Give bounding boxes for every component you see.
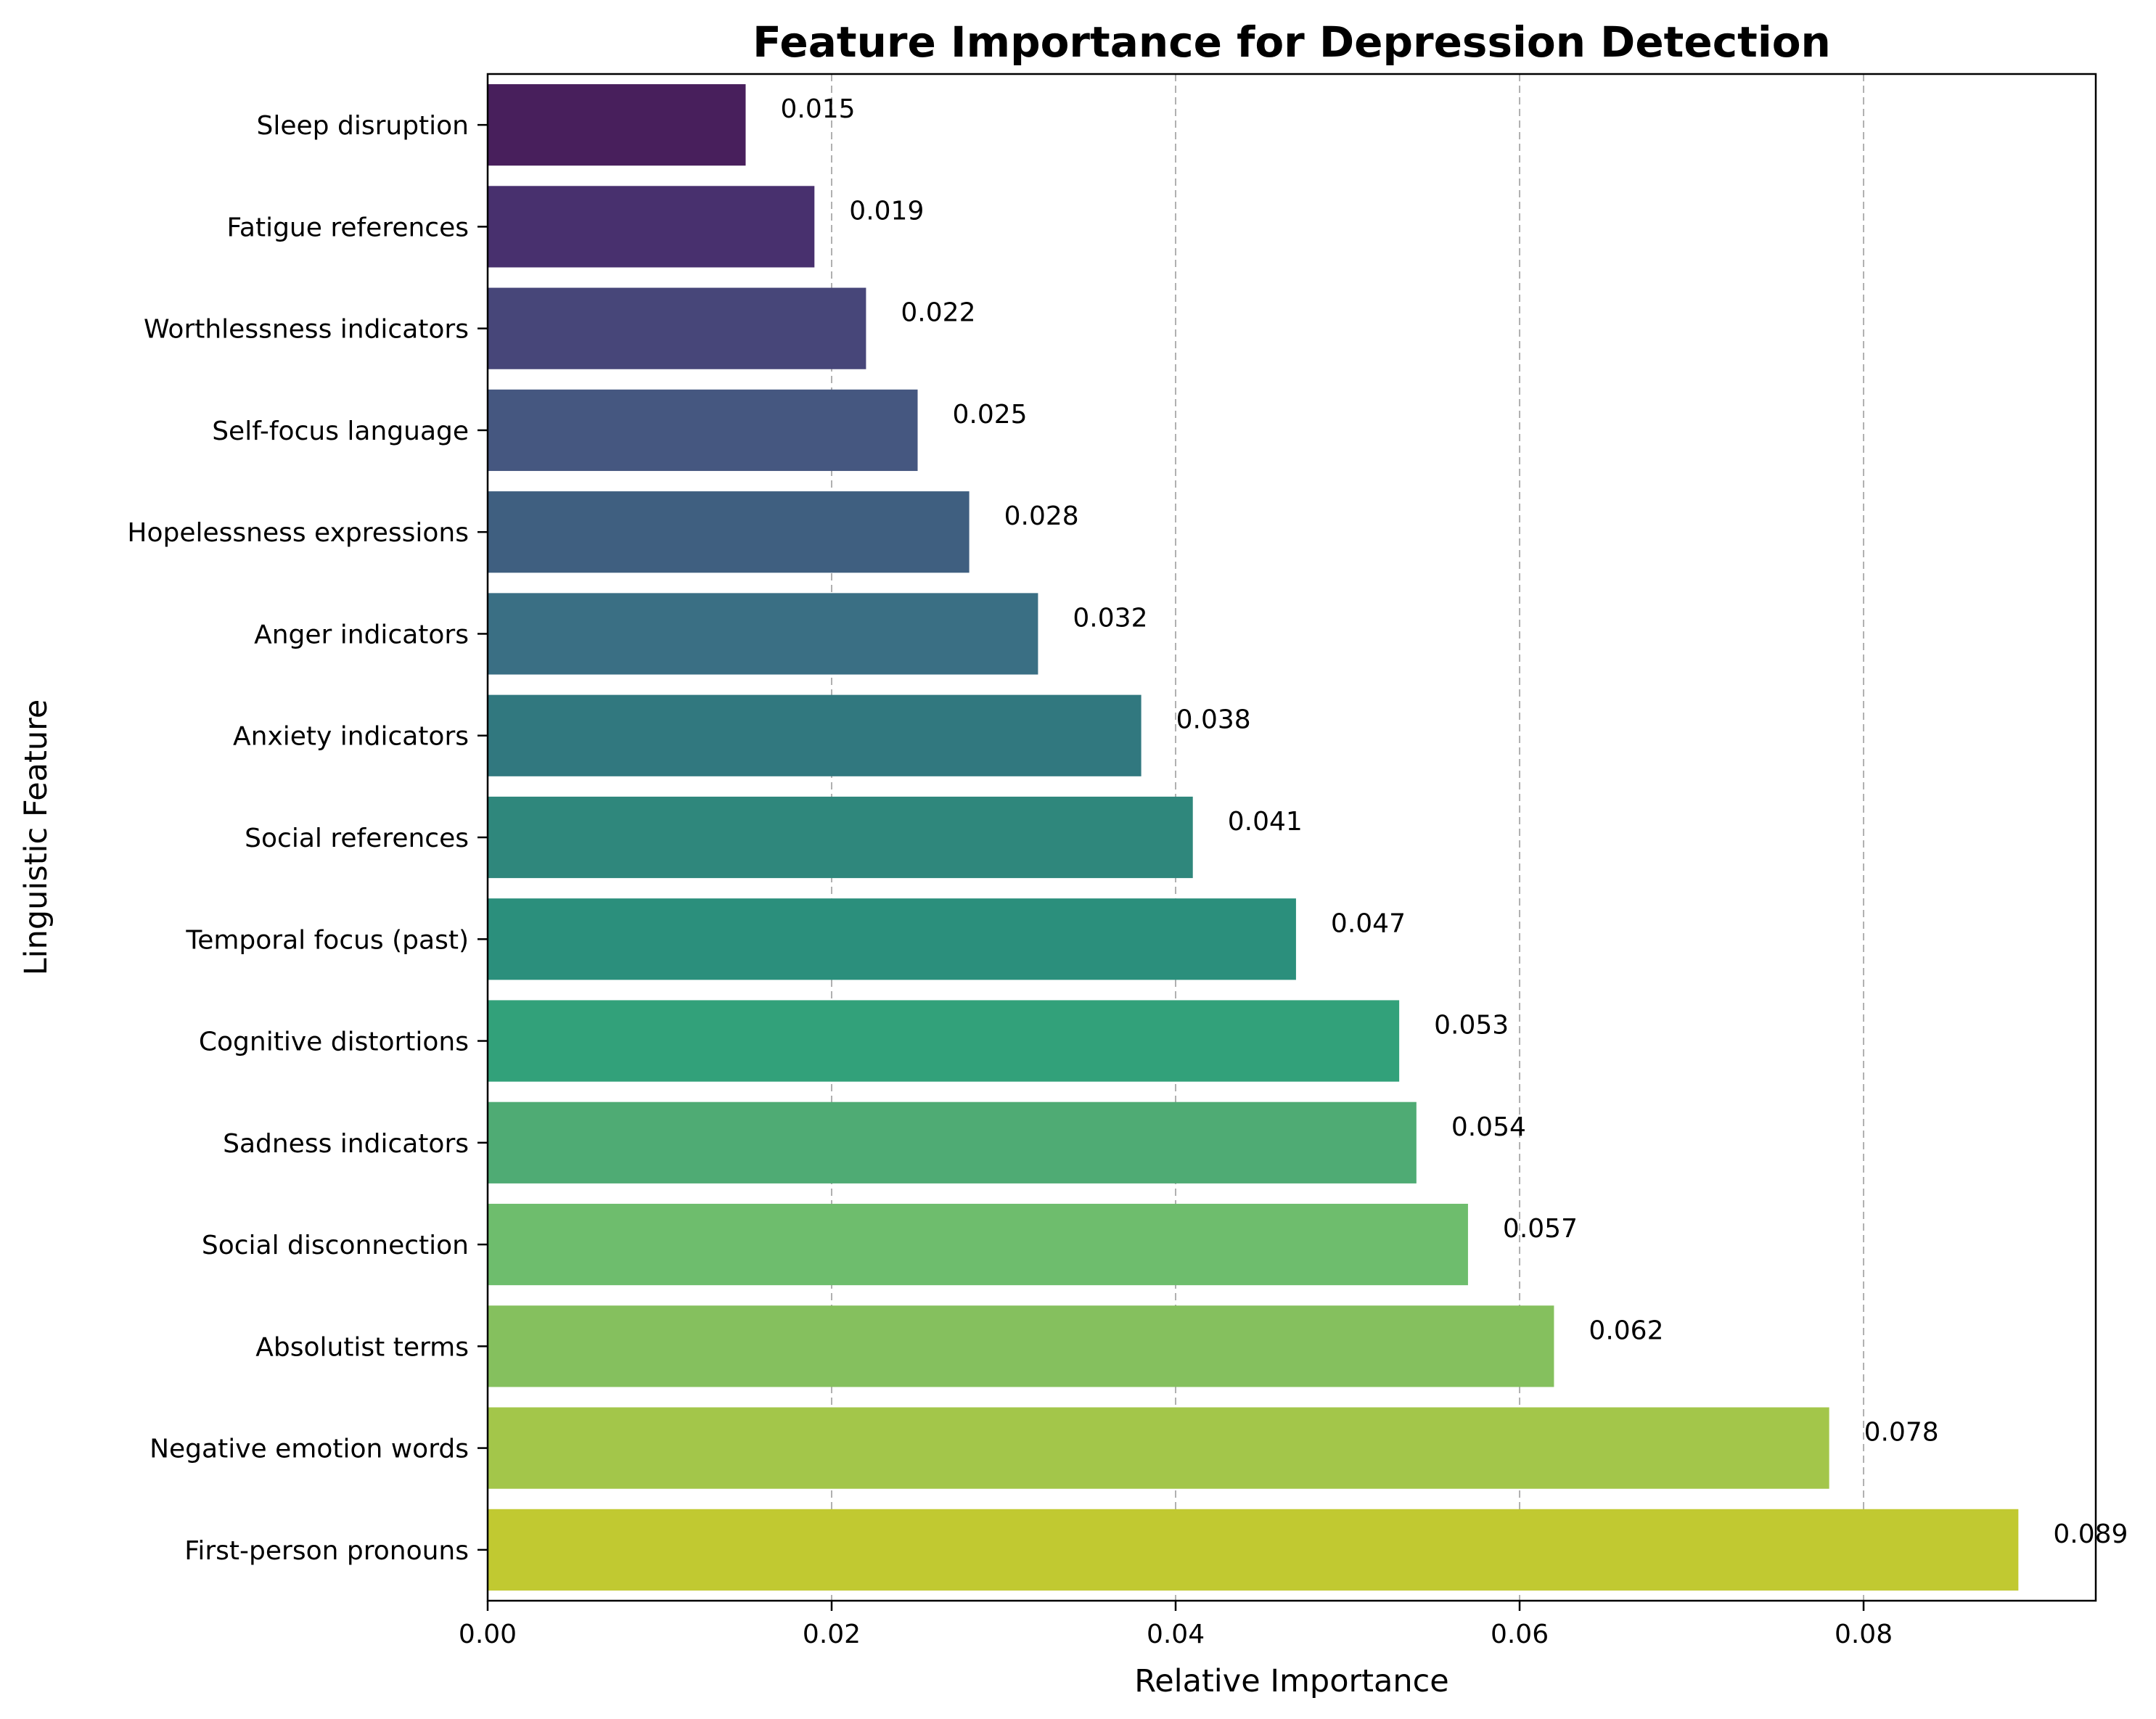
bar-value-label: 0.078 [1864, 1418, 1939, 1448]
y-tick-label: Absolutist terms [255, 1332, 469, 1362]
bar-value-label: 0.062 [1589, 1316, 1663, 1345]
bar-value-label: 0.028 [1004, 501, 1079, 531]
y-tick-label: Anxiety indicators [233, 722, 469, 752]
chart-title: Feature Importance for Depression Detect… [753, 17, 1831, 67]
bar [488, 84, 746, 166]
y-tick-label: Sadness indicators [223, 1129, 469, 1159]
x-tick-label: 0.08 [1835, 1620, 1893, 1649]
y-axis-label: Linguistic Feature [18, 700, 54, 976]
bar-value-label: 0.041 [1228, 807, 1303, 837]
bar-value-label: 0.054 [1451, 1112, 1526, 1142]
bar [488, 1509, 2019, 1591]
bar [488, 491, 970, 573]
bar-value-label: 0.032 [1073, 603, 1147, 633]
bar [488, 389, 918, 472]
y-tick-label: Self-focus language [212, 417, 469, 446]
bar-value-label: 0.022 [901, 298, 975, 328]
bar-value-label: 0.057 [1503, 1214, 1578, 1244]
y-tick-label: Anger indicators [254, 620, 469, 649]
y-tick-label: Temporal focus (past) [185, 925, 469, 955]
bar-value-label: 0.025 [953, 400, 1028, 430]
bar [488, 186, 815, 268]
bar [488, 287, 866, 369]
y-tick-label: Sleep disruption [257, 111, 469, 141]
bar [488, 1000, 1400, 1082]
y-tick-label: Negative emotion words [149, 1435, 469, 1464]
x-tick-label: 0.02 [803, 1620, 861, 1649]
bar-value-label: 0.053 [1434, 1011, 1509, 1041]
bar [488, 1305, 1554, 1387]
y-tick-label: Fatigue references [227, 213, 470, 242]
bar [488, 1407, 1829, 1489]
bar [488, 1101, 1417, 1183]
bar-value-label: 0.089 [2053, 1519, 2128, 1549]
bar [488, 694, 1141, 776]
y-tick-label: Worthlessness indicators [144, 315, 469, 345]
bar-value-label: 0.019 [849, 196, 924, 226]
bar [488, 593, 1038, 675]
bar-value-label: 0.038 [1176, 705, 1251, 735]
x-tick-label: 0.04 [1147, 1620, 1205, 1649]
x-tick-label: 0.00 [459, 1620, 517, 1649]
bar [488, 898, 1296, 980]
y-tick-label: Social references [245, 824, 469, 853]
bar-value-label: 0.015 [781, 94, 856, 124]
x-axis-label: Relative Importance [1134, 1663, 1449, 1699]
y-tick-label: Social disconnection [202, 1231, 469, 1260]
bar-value-label: 0.047 [1331, 908, 1406, 938]
bar-layer [488, 84, 2019, 1591]
y-tick-label: First-person pronouns [184, 1536, 469, 1566]
y-tick-label: Cognitive distortions [199, 1027, 469, 1057]
y-tick-layer: Sleep disruption Fatigue references Worthl… [127, 111, 488, 1566]
bar [488, 1203, 1468, 1286]
value-label-layer: 0.015 0.019 0.022 0.025 0.028 0.032 0.038 0.041… [781, 94, 2128, 1549]
y-tick-label: Hopelessness expressions [127, 518, 469, 548]
bar [488, 796, 1193, 879]
x-tick-layer: 0.00 0.02 0.04 0.06 0.08 [459, 1601, 1893, 1649]
x-tick-label: 0.06 [1491, 1620, 1549, 1649]
